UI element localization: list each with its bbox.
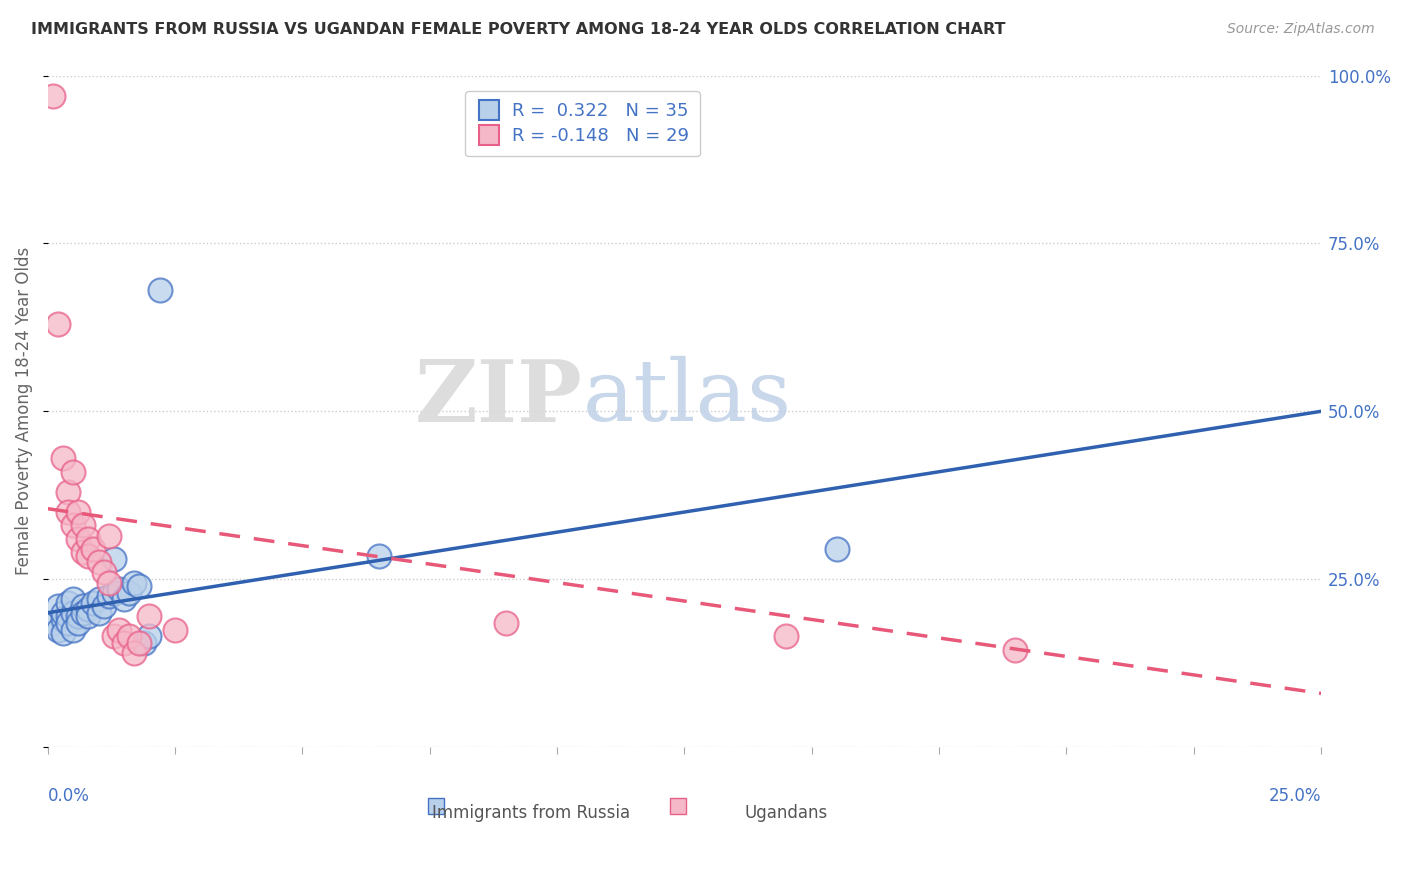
Point — [72, 599, 94, 613]
Point — [52, 606, 75, 620]
Y-axis label: Female Poverty Among 18-24 Year Olds: Female Poverty Among 18-24 Year Olds — [15, 247, 32, 575]
Point — [56, 505, 79, 519]
Point — [41, 88, 63, 103]
Text: IMMIGRANTS FROM RUSSIA VS UGANDAN FEMALE POVERTY AMONG 18-24 YEAR OLDS CORRELATI: IMMIGRANTS FROM RUSSIA VS UGANDAN FEMALE… — [31, 22, 1005, 37]
Text: Immigrants from Russia: Immigrants from Russia — [433, 805, 630, 822]
Point — [128, 636, 150, 650]
Point — [138, 629, 160, 643]
Point — [52, 451, 75, 466]
Point — [62, 465, 84, 479]
Point — [134, 636, 156, 650]
Text: Source: ZipAtlas.com: Source: ZipAtlas.com — [1227, 22, 1375, 37]
Point — [87, 606, 110, 620]
Point — [367, 549, 389, 563]
Point — [87, 592, 110, 607]
Point — [77, 602, 100, 616]
Point — [46, 317, 69, 331]
Text: ZIP: ZIP — [415, 356, 582, 440]
Point — [128, 579, 150, 593]
Point — [77, 549, 100, 563]
Point — [163, 623, 186, 637]
Point — [46, 623, 69, 637]
Point — [1004, 642, 1026, 657]
Point — [72, 518, 94, 533]
Point — [103, 552, 125, 566]
Point — [72, 545, 94, 559]
Point — [62, 623, 84, 637]
Point — [495, 615, 517, 630]
Point — [775, 629, 797, 643]
Point — [97, 589, 120, 603]
Point — [67, 532, 90, 546]
Point — [825, 541, 848, 556]
Point — [118, 629, 141, 643]
Point — [112, 592, 135, 607]
Point — [52, 613, 75, 627]
Point — [122, 646, 145, 660]
Point — [97, 575, 120, 590]
Point — [82, 541, 104, 556]
Point — [46, 599, 69, 613]
Point — [112, 636, 135, 650]
Text: Ugandans: Ugandans — [745, 805, 828, 822]
Point — [62, 592, 84, 607]
Point — [56, 596, 79, 610]
Point — [149, 284, 172, 298]
Point — [62, 518, 84, 533]
Point — [82, 596, 104, 610]
Point — [122, 575, 145, 590]
Point — [93, 599, 115, 613]
Point — [77, 609, 100, 624]
Point — [41, 615, 63, 630]
Point — [67, 609, 90, 624]
Point — [62, 606, 84, 620]
Point — [118, 585, 141, 599]
Point — [56, 615, 79, 630]
Point — [93, 566, 115, 580]
Point — [72, 606, 94, 620]
Point — [77, 532, 100, 546]
Point — [108, 582, 131, 597]
Point — [87, 556, 110, 570]
Point — [56, 609, 79, 624]
Point — [52, 626, 75, 640]
Point — [67, 505, 90, 519]
Point — [103, 585, 125, 599]
Point — [97, 528, 120, 542]
Point — [103, 629, 125, 643]
Text: atlas: atlas — [582, 356, 792, 440]
Point — [56, 484, 79, 499]
Point — [138, 609, 160, 624]
Point — [108, 623, 131, 637]
Legend: R =  0.322   N = 35, R = -0.148   N = 29: R = 0.322 N = 35, R = -0.148 N = 29 — [465, 91, 700, 156]
Point — [67, 615, 90, 630]
Text: 25.0%: 25.0% — [1268, 788, 1322, 805]
Text: 0.0%: 0.0% — [48, 788, 90, 805]
